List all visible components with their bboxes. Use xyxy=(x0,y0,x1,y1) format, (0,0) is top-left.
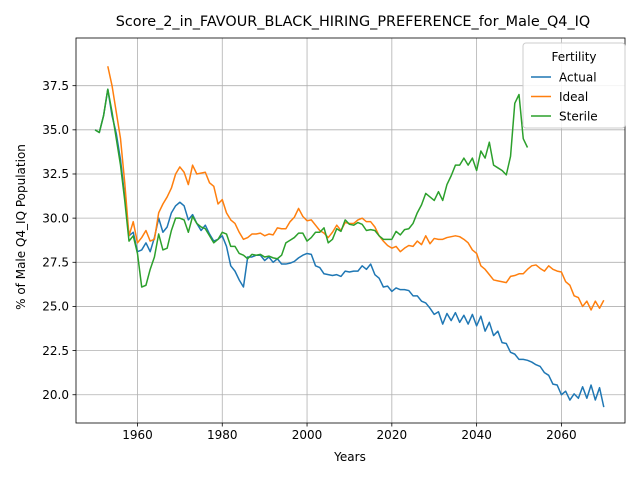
series-line-ideal xyxy=(107,66,605,311)
legend-label-sterile: Sterile xyxy=(559,109,598,123)
y-tick-label: 32.5 xyxy=(42,167,69,181)
series-line-actual xyxy=(94,88,605,408)
y-tick-label: 35.0 xyxy=(42,123,69,137)
legend: Fertility Actual Ideal Sterile xyxy=(522,42,626,129)
y-tick-label: 25.0 xyxy=(42,300,69,314)
legend-title: Fertility xyxy=(551,50,596,64)
y-tick-label: 27.5 xyxy=(42,255,69,269)
y-tick-label: 30.0 xyxy=(42,211,69,225)
y-axis-title: % of Male Q4_IQ Population xyxy=(14,144,28,310)
x-tick-label: 1960 xyxy=(122,428,153,442)
grid xyxy=(76,38,625,423)
y-tick-label: 22.5 xyxy=(42,344,69,358)
series-layer xyxy=(94,66,605,408)
plot-frame xyxy=(75,37,626,424)
ticks: 1960 1980 2000 2020 2040 2060 20.0 22.5 25.0 27.5… xyxy=(42,79,576,442)
y-tick-label: 37.5 xyxy=(42,79,69,93)
series-line-sterile xyxy=(94,88,529,288)
legend-entries: Actual Ideal Sterile xyxy=(531,70,598,123)
legend-label-actual: Actual xyxy=(559,70,597,84)
x-tick-label: 2000 xyxy=(292,428,323,442)
chart-title: Score_2_in_FAVOUR_BLACK_HIRING_PREFERENC… xyxy=(116,14,590,30)
x-tick-label: 1980 xyxy=(207,428,238,442)
x-tick-label: 2040 xyxy=(461,428,492,442)
legend-label-ideal: Ideal xyxy=(559,90,588,104)
axes xyxy=(75,37,626,424)
x-axis-title: Years xyxy=(333,450,366,464)
y-tick-label: 20.0 xyxy=(42,388,69,402)
legend-frame xyxy=(522,42,626,129)
x-tick-label: 2060 xyxy=(546,428,577,442)
x-tick-label: 2020 xyxy=(377,428,408,442)
